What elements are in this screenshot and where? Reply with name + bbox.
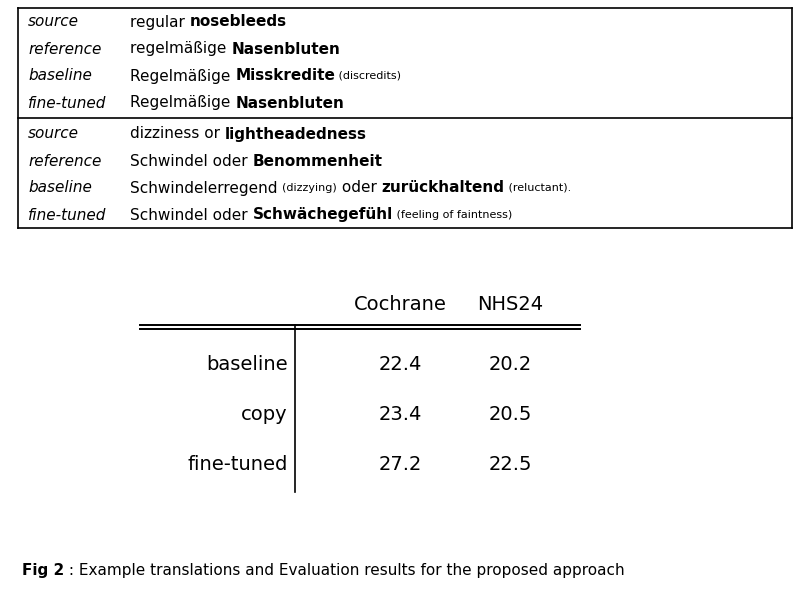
Text: : Example translations and Evaluation results for the proposed approach: : Example translations and Evaluation re… — [65, 562, 625, 578]
Text: Nasenbluten: Nasenbluten — [231, 42, 340, 57]
Text: Schwächegefühl: Schwächegefühl — [252, 208, 393, 223]
Text: source: source — [28, 127, 79, 142]
Text: (reluctant).: (reluctant). — [505, 183, 571, 193]
Text: (discredits): (discredits) — [335, 71, 401, 81]
Text: 27.2: 27.2 — [378, 456, 422, 474]
Text: copy: copy — [242, 406, 288, 424]
Text: source: source — [28, 14, 79, 30]
Text: Nasenbluten: Nasenbluten — [235, 96, 344, 111]
Text: Benommenheit: Benommenheit — [252, 154, 382, 168]
Text: lightheadedness: lightheadedness — [225, 127, 367, 142]
Text: Schwindel oder: Schwindel oder — [130, 154, 252, 168]
Text: 20.2: 20.2 — [488, 355, 532, 374]
Text: NHS24: NHS24 — [477, 296, 543, 315]
Text: fine-tuned: fine-tuned — [187, 456, 288, 474]
Text: 20.5: 20.5 — [488, 406, 532, 424]
Text: Fig 2: Fig 2 — [22, 562, 65, 578]
Text: oder: oder — [337, 180, 382, 196]
Text: Cochrane: Cochrane — [354, 296, 447, 315]
Text: regelmäßige: regelmäßige — [130, 42, 231, 57]
Text: (feeling of faintness): (feeling of faintness) — [393, 210, 512, 220]
Text: Regelmäßige: Regelmäßige — [130, 96, 235, 111]
Text: dizziness or: dizziness or — [130, 127, 225, 142]
Text: fine-tuned: fine-tuned — [28, 96, 107, 111]
Text: reference: reference — [28, 42, 101, 57]
Text: regular: regular — [130, 14, 190, 30]
Text: 22.4: 22.4 — [378, 355, 422, 374]
Text: fine-tuned: fine-tuned — [28, 208, 107, 223]
Text: nosebleeds: nosebleeds — [190, 14, 287, 30]
Text: Regelmäßige: Regelmäßige — [130, 68, 235, 83]
Text: baseline: baseline — [28, 68, 92, 83]
Text: zurückhaltend: zurückhaltend — [382, 180, 505, 196]
Text: Schwindelerregend: Schwindelerregend — [130, 180, 282, 196]
Text: (dizzying): (dizzying) — [282, 183, 337, 193]
Text: baseline: baseline — [28, 180, 92, 196]
Text: Schwindel oder: Schwindel oder — [130, 208, 252, 223]
Text: 23.4: 23.4 — [378, 406, 422, 424]
Text: 22.5: 22.5 — [488, 456, 532, 474]
Text: Misskredite: Misskredite — [235, 68, 335, 83]
Text: reference: reference — [28, 154, 101, 168]
Text: baseline: baseline — [206, 355, 288, 374]
